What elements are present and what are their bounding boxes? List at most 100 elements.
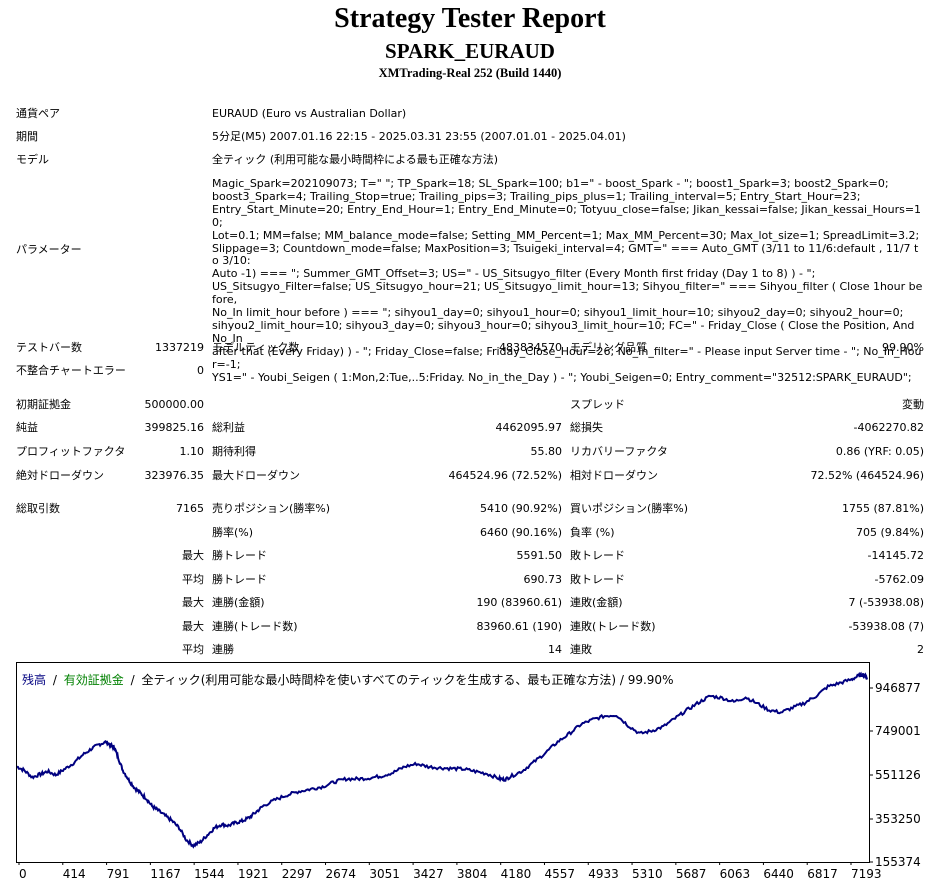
max-label-1: 最大 (182, 549, 204, 562)
x-tick-label: 2674 (326, 867, 357, 881)
avgconsloss-value: 2 (917, 643, 924, 656)
x-tick-label: 1544 (194, 867, 225, 881)
ticks-value: 483834570 (499, 341, 562, 354)
avg-loss-value: -5762.09 (874, 573, 924, 586)
maxdd-value: 464524.96 (72.52%) (448, 469, 562, 482)
legend-sep-1: / (53, 673, 58, 687)
long-label: 買いポジション(勝率%) (570, 502, 689, 515)
y-tick-label: 155374 (875, 855, 921, 869)
maxconslossamt-label: 連敗(トレード数) (570, 620, 656, 633)
grossloss-value: -4062270.82 (853, 421, 924, 434)
absdd-label: 絶対ドローダウン (16, 469, 104, 482)
x-tick-label: 5310 (632, 867, 663, 881)
avg-win-value: 690.73 (523, 573, 563, 586)
grossprofit-label: 総利益 (212, 421, 245, 434)
avg-win-label: 勝トレード (212, 573, 267, 586)
model-label: モデル (16, 153, 49, 166)
server-info: XMTrading-Real 252 (Build 1440) (378, 66, 562, 80)
report-title: Strategy Tester Report (334, 3, 606, 34)
x-tick-label: 6440 (763, 867, 794, 881)
maxconsprofit-value: 83960.61 (190) (476, 620, 562, 633)
maxdd-label: 最大ドローダウン (212, 469, 300, 482)
errors-value: 0 (197, 364, 204, 377)
x-tick-label: 3051 (369, 867, 400, 881)
trades-value: 7165 (176, 502, 204, 515)
x-tick-label: 6817 (807, 867, 838, 881)
largest-loss-value: -14145.72 (867, 549, 924, 562)
expected-value: 55.80 (530, 445, 563, 458)
y-tick-label: 749001 (875, 724, 921, 738)
period-label: 期間 (16, 130, 38, 143)
deposit-value: 500000.00 (144, 398, 205, 411)
short-label: 売りポジション(勝率%) (212, 502, 331, 515)
maxconswin-label: 連勝(金額) (212, 596, 265, 609)
x-tick-label: 3804 (457, 867, 488, 881)
ticks-label: モデルティック数 (212, 341, 300, 354)
x-tick-label: 6063 (720, 867, 751, 881)
avg-label-2: 平均 (182, 643, 204, 656)
winrate-label: 勝率(%) (212, 526, 254, 539)
quality-label: モデリング品質 (570, 341, 647, 354)
winrate-value: 6460 (90.16%) (479, 526, 562, 539)
maxconsloss-label: 連敗(金額) (570, 596, 623, 609)
largest-win-label: 勝トレード (212, 549, 267, 562)
recovery-value: 0.86 (YRF: 0.05) (835, 445, 924, 458)
avg-label-1: 平均 (182, 573, 204, 586)
netprofit-value: 399825.16 (144, 421, 205, 434)
reldd-label: 相対ドローダウン (570, 469, 658, 482)
x-tick-label: 1167 (150, 867, 181, 881)
quality-value: 99.90% (882, 341, 924, 354)
deposit-label: 初期証拠金 (16, 398, 71, 411)
chart-legend: 残高 / 有効証拠金 / 全ティック(利用可能な最小時間枠を使いすべてのティック… (22, 672, 673, 687)
legend-equity: 有効証拠金 (64, 672, 124, 687)
x-tick-label: 5687 (676, 867, 707, 881)
params-value: Magic_Spark=202109073; T=" "; TP_Spark=1… (212, 177, 923, 384)
symbol-label: 通貨ペア (16, 107, 60, 120)
spread-label: スプレッド (570, 398, 625, 411)
spread-value: 変動 (902, 398, 924, 411)
balance-line (16, 671, 868, 849)
netprofit-label: 純益 (16, 421, 38, 434)
y-tick-label: 353250 (875, 812, 921, 826)
lossrate-value: 705 (9.84%) (855, 526, 924, 539)
bars-value: 1337219 (155, 341, 204, 354)
x-tick-label: 791 (107, 867, 130, 881)
x-tick-label: 2297 (282, 867, 313, 881)
x-tick-label: 4180 (501, 867, 532, 881)
max-label-2: 最大 (182, 596, 204, 609)
errors-label: 不整合チャートエラー (16, 364, 126, 377)
x-tick-label: 4557 (544, 867, 575, 881)
reldd-value: 72.52% (464524.96) (810, 469, 924, 482)
maxconsprofit-label: 連勝(トレード数) (212, 620, 298, 633)
avgconsloss-label: 連敗 (570, 643, 592, 656)
y-tick-label: 551126 (875, 768, 921, 782)
long-value: 1755 (87.81%) (841, 502, 924, 515)
short-value: 5410 (90.92%) (479, 502, 562, 515)
x-tick-label: 7193 (851, 867, 882, 881)
avg-loss-label: 敗トレード (570, 573, 625, 586)
recovery-label: リカバリーファクタ (570, 445, 668, 458)
x-tick-label: 1921 (238, 867, 269, 881)
grossloss-label: 総損失 (570, 421, 603, 434)
largest-loss-label: 敗トレード (570, 549, 625, 562)
absdd-value: 323976.35 (144, 469, 205, 482)
period-value: 5分足(M5) 2007.01.16 22:15 - 2025.03.31 23… (212, 130, 626, 143)
pf-label: プロフィットファクタ (16, 445, 126, 458)
pf-value: 1.10 (179, 445, 205, 458)
chart-frame (16, 662, 870, 863)
trades-label: 総取引数 (16, 502, 60, 515)
lossrate-label: 負率 (%) (570, 526, 615, 539)
x-tick-label: 3427 (413, 867, 444, 881)
legend-balance: 残高 (22, 672, 46, 687)
x-tick-label: 4933 (588, 867, 619, 881)
x-tick-label: 414 (63, 867, 86, 881)
maxconsloss-value: 7 (-53938.08) (848, 596, 924, 609)
report-subtitle: SPARK_EURAUD (385, 39, 555, 63)
avgconswin-value: 14 (548, 643, 562, 656)
params-label: パラメーター (16, 243, 82, 256)
x-tick-label: 0 (19, 867, 27, 881)
legend-sep-2: / (131, 673, 136, 687)
maxconswin-value: 190 (83960.61) (476, 596, 562, 609)
symbol-value: EURAUD (Euro vs Australian Dollar) (212, 107, 407, 120)
grossprofit-value: 4462095.97 (495, 421, 562, 434)
